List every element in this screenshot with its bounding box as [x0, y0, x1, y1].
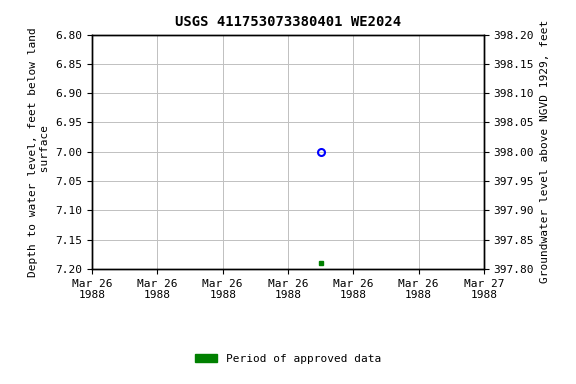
- Y-axis label: Depth to water level, feet below land
 surface: Depth to water level, feet below land su…: [28, 27, 50, 276]
- Y-axis label: Groundwater level above NGVD 1929, feet: Groundwater level above NGVD 1929, feet: [540, 20, 550, 283]
- Legend: Period of approved data: Period of approved data: [191, 350, 385, 369]
- Title: USGS 411753073380401 WE2024: USGS 411753073380401 WE2024: [175, 15, 401, 29]
